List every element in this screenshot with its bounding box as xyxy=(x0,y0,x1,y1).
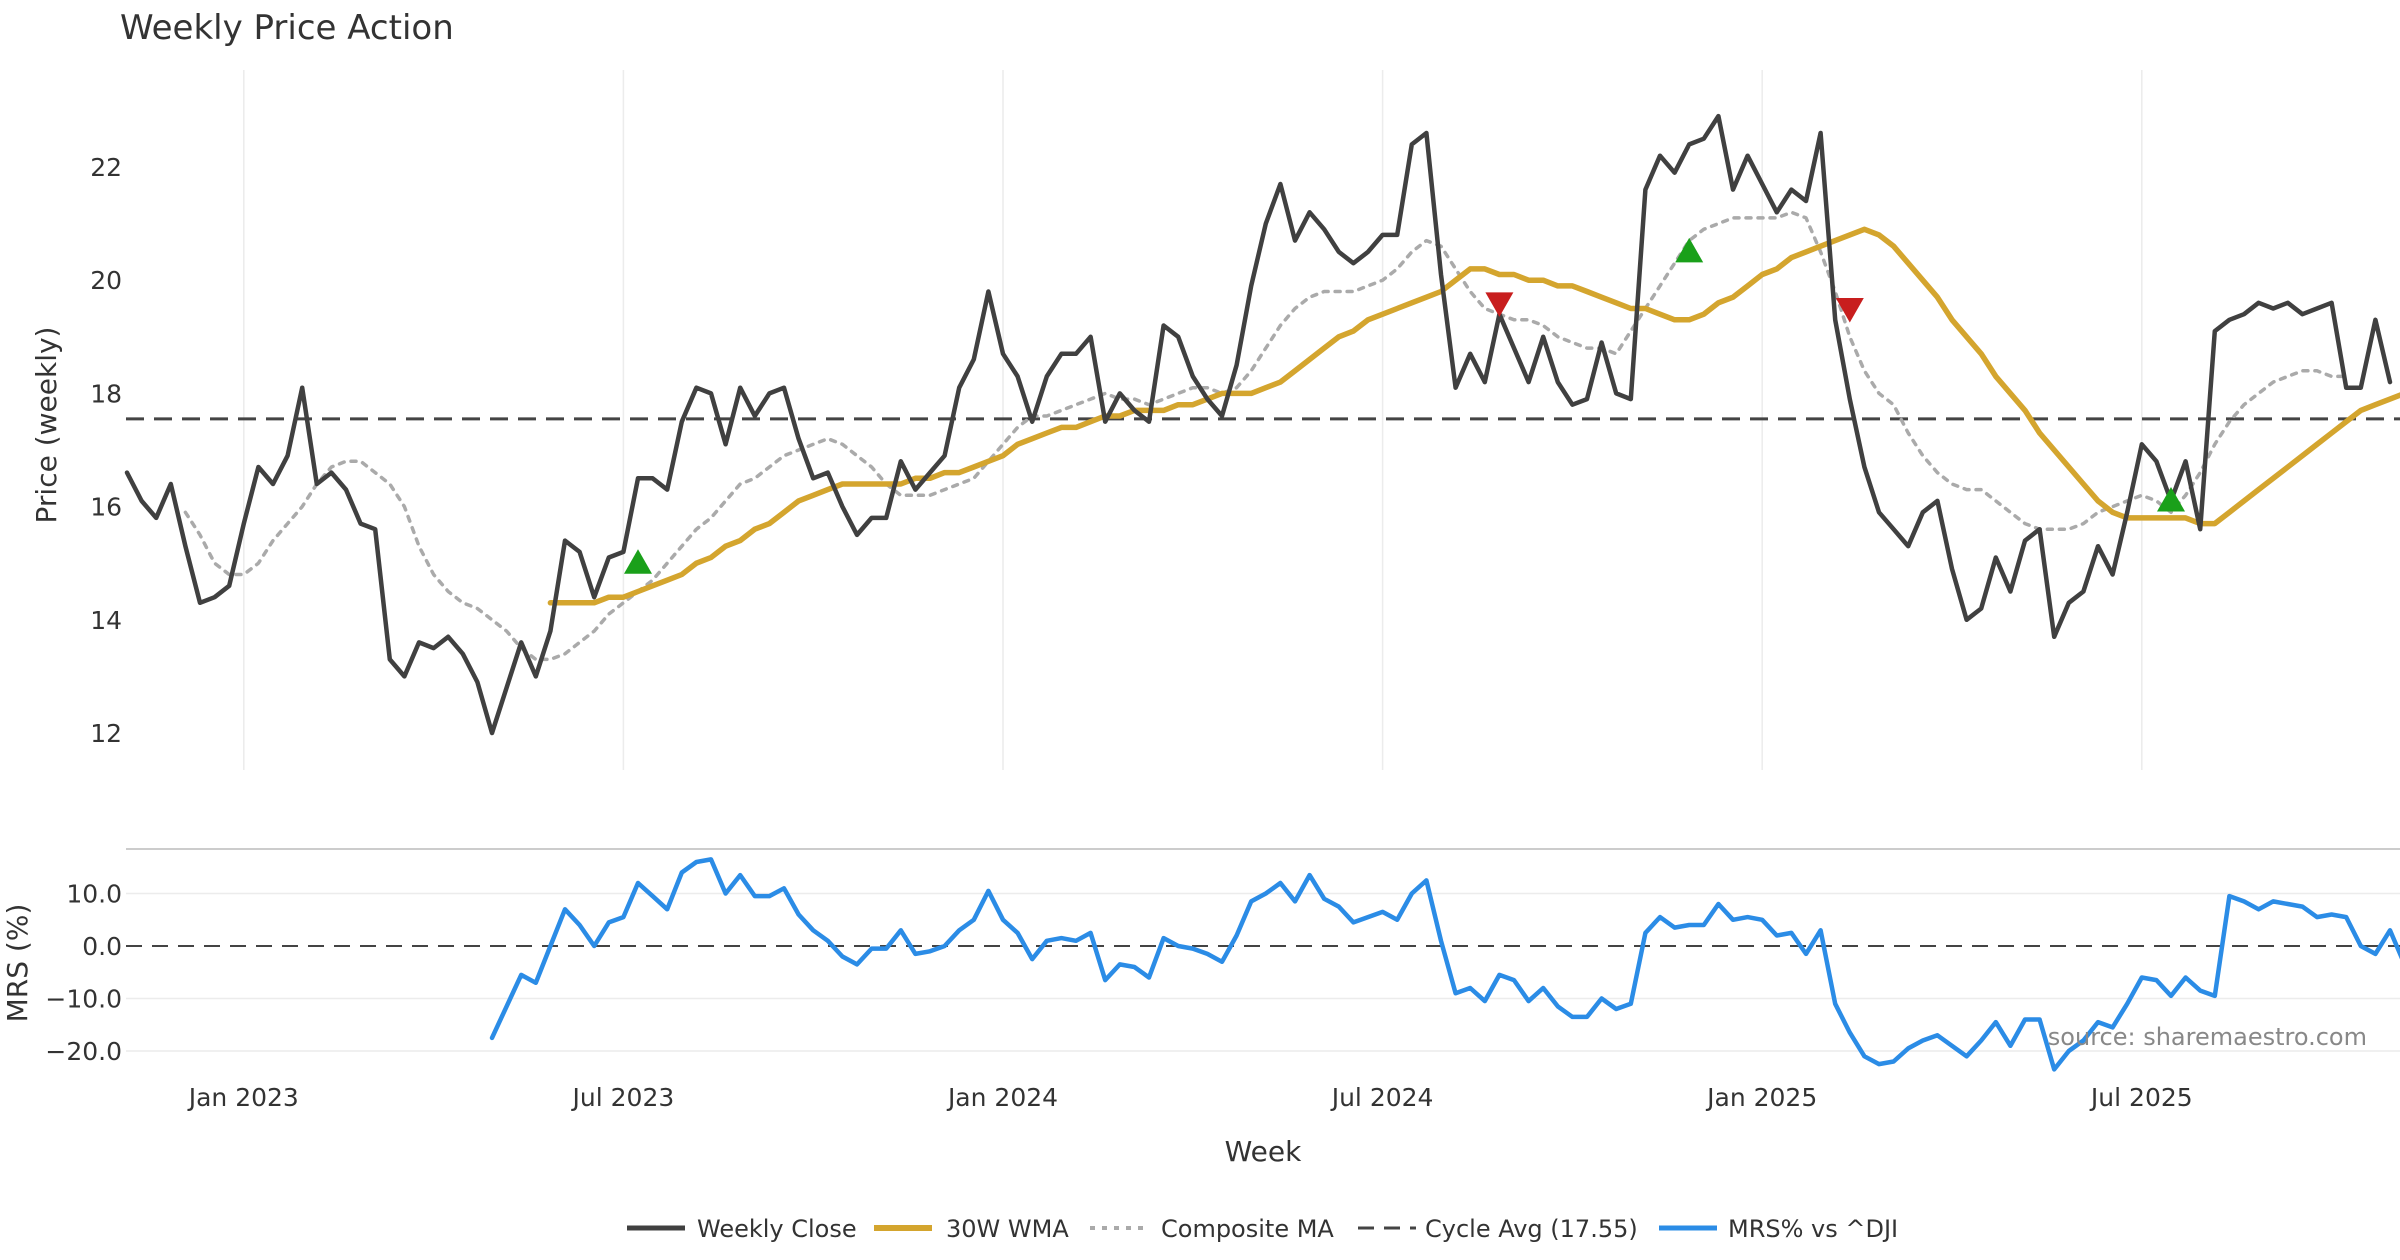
mrs-line xyxy=(489,857,2400,1072)
buy-signal-marker xyxy=(624,549,652,574)
x-tick-label: Jul 2024 xyxy=(1330,1083,1434,1112)
legend-label: Weekly Close xyxy=(697,1215,857,1243)
signal-markers xyxy=(624,237,2185,574)
wma-30w-line xyxy=(547,226,2400,606)
legend-label: Composite MA xyxy=(1161,1215,1334,1243)
price-y-tick-label: 16 xyxy=(90,493,122,522)
source-note: source: sharemaestro.com xyxy=(2048,1023,2367,1051)
mrs-y-tick-label: 10.0 xyxy=(66,880,122,909)
price-y-axis-label: Price (weekly) xyxy=(30,327,63,524)
x-tick-label: Jan 2025 xyxy=(1705,1083,1817,1112)
price-series xyxy=(124,113,2400,736)
mrs-y-tick-label: 0.0 xyxy=(82,932,122,961)
x-axis-ticks: Jan 2023 Jul 2023 Jan 2024 Jul 2024 Jan 2025… xyxy=(187,1083,2193,1112)
legend-label: 30W WMA xyxy=(946,1215,1069,1243)
mrs-y-tick-label: −20.0 xyxy=(45,1037,122,1066)
composite-ma-line xyxy=(183,210,2348,662)
price-panel: 12 14 16 18 20 22 Price (weekly) xyxy=(30,70,2400,770)
price-y-tick-label: 12 xyxy=(90,719,122,748)
mrs-y-ticks: 10.0 0.0 −10.0 −20.0 xyxy=(45,880,122,1067)
x-tick-label: Jan 2024 xyxy=(946,1083,1058,1112)
x-tick-label: Jan 2023 xyxy=(187,1083,299,1112)
price-y-ticks: 12 14 16 18 20 22 xyxy=(90,153,122,748)
chart-title: Weekly Price Action xyxy=(120,8,454,48)
sell-signal-marker xyxy=(1485,292,1514,317)
mrs-y-axis-label: MRS (%) xyxy=(1,904,34,1023)
buy-signal-marker xyxy=(1675,237,1704,263)
mrs-panel: 10.0 0.0 −10.0 −20.0 MRS (%) source: sharem… xyxy=(1,857,2400,1072)
buy-signal-marker xyxy=(2157,486,2185,512)
legend-label: MRS% vs ^DJI xyxy=(1728,1215,1898,1243)
legend-label: Cycle Avg (17.55) xyxy=(1425,1215,1638,1243)
weekly-close-line xyxy=(124,113,2393,736)
x-axis-label: Week xyxy=(1225,1135,1302,1168)
legend: Weekly Close 30W WMA Composite MA Cycle Avg… xyxy=(627,1215,1898,1243)
x-tick-label: Jul 2025 xyxy=(2089,1083,2193,1112)
x-tick-label: Jul 2023 xyxy=(571,1083,675,1112)
mrs-series xyxy=(489,857,2400,1072)
sell-signal-marker xyxy=(1835,298,1864,323)
price-y-tick-label: 20 xyxy=(90,266,122,295)
price-y-tick-label: 14 xyxy=(90,606,122,635)
mrs-y-tick-label: −10.0 xyxy=(45,985,122,1014)
price-y-tick-label: 18 xyxy=(90,379,122,408)
price-y-tick-label: 22 xyxy=(90,153,122,182)
